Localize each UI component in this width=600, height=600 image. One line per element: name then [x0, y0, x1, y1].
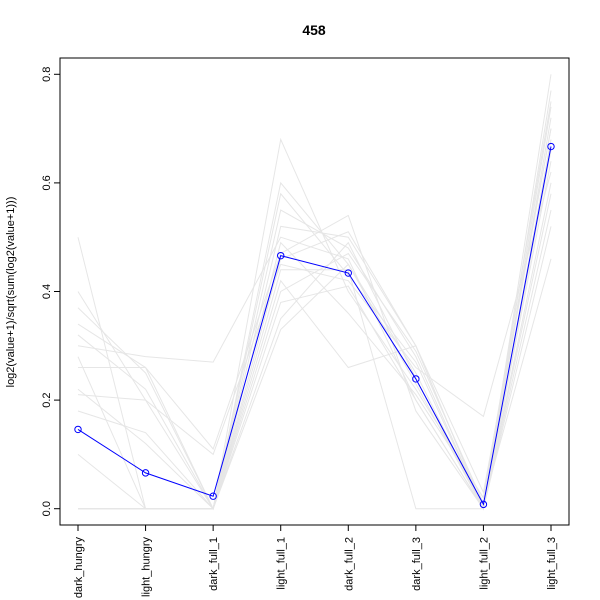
x-tick-label-light_full_1: light_full_1	[276, 537, 288, 590]
x-tick-label-light_full_3: light_full_3	[546, 537, 558, 590]
background-series-line-11	[77, 252, 552, 510]
highlight-point-light_full_3	[547, 142, 555, 151]
y-axis-label: log2(value+1)/sqrt(sum(log2(value+1)))	[5, 197, 17, 388]
background-series-line-2	[77, 117, 552, 511]
highlight-series-line	[77, 146, 552, 506]
x-tick-label-dark_hungry: dark_hungry	[73, 537, 85, 599]
highlight-series-group	[74, 142, 555, 509]
y-tick-label: 0.8	[41, 67, 53, 82]
x-tick-label-dark_full_1: dark_full_1	[208, 537, 220, 591]
x-tick-label-light_hungry: light_hungry	[141, 537, 153, 597]
highlight-point-light_full_2	[479, 500, 488, 509]
chart-title: 458	[302, 22, 326, 38]
background-series-line-13	[77, 106, 552, 511]
y-tick-label: 0.6	[41, 175, 53, 190]
y-tick-label: 0.2	[41, 392, 53, 407]
x-tick-label-light_full_2: light_full_2	[478, 537, 490, 590]
background-series-line-0	[77, 74, 552, 511]
background-series-line-14	[78, 128, 552, 510]
highlight-point-light_full_1	[277, 251, 285, 260]
background-series-line-10	[78, 226, 552, 510]
background-series-line-9	[78, 209, 552, 511]
highlight-point-dark_full_2	[344, 269, 352, 277]
background-series-line-5	[78, 150, 552, 510]
x-tick-label-dark_full_3: dark_full_3	[411, 537, 423, 591]
background-series-group	[77, 74, 552, 511]
y-axis: 0.0 0.2 0.4 0.6 0.8	[41, 67, 61, 516]
y-tick-label: 0.4	[41, 284, 53, 299]
highlight-point-dark_full_3	[412, 375, 420, 383]
x-tick-label-dark_full_2: dark_full_2	[343, 537, 355, 591]
highlight-point-light_hungry	[141, 469, 150, 477]
background-series-line-8	[77, 193, 552, 511]
highlight-point-dark_full_1	[209, 492, 217, 500]
background-series-line-15	[77, 90, 552, 511]
background-series-line-1	[77, 101, 552, 511]
background-series-line-3	[77, 128, 552, 511]
x-axis: dark_hungry light_hungry dark_full_1 light_…	[73, 524, 558, 599]
background-series-line-12	[78, 161, 552, 511]
y-tick-label: 0.0	[41, 501, 53, 516]
highlight-point-dark_hungry	[74, 425, 82, 434]
